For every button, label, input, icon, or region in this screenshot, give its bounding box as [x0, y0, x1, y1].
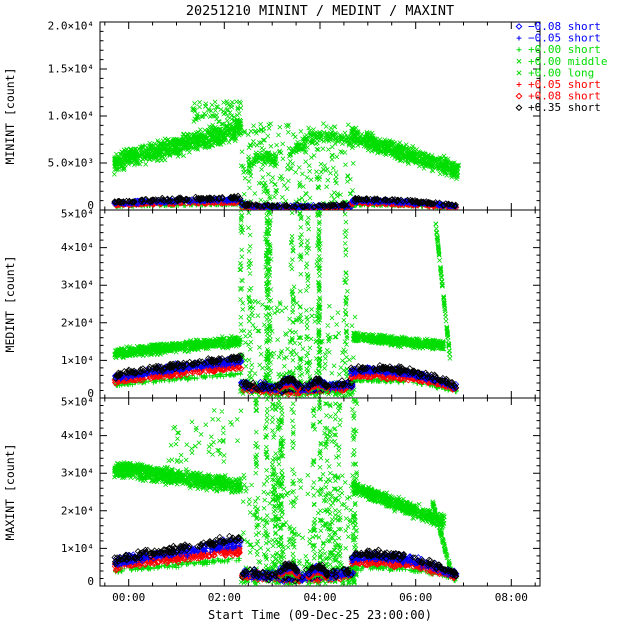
y-tick-label-medint: 2×10⁴ [61, 316, 94, 329]
points-p000l [112, 461, 153, 478]
points-p035s [351, 194, 459, 210]
panel-box-minint [99, 21, 541, 211]
points-p000l [112, 116, 244, 167]
x-tick-label: 04:00 [303, 591, 336, 604]
x-tick-label: 00:00 [112, 591, 145, 604]
legend-symbol-p000m [516, 58, 522, 64]
panel-points-maxint [111, 398, 460, 586]
legend: −0.08 short−0.05 short+0.00 short+0.00 m… [515, 20, 607, 114]
points-p008s [277, 565, 302, 579]
x-tick-label: 08:00 [495, 591, 528, 604]
y-tick-label-minint: 1.0×10⁴ [48, 110, 94, 123]
legend-label-m008s: −0.08 short [528, 20, 601, 33]
points-p000l [351, 330, 446, 348]
y-tick-label-minint: 2.0×10⁴ [48, 20, 94, 33]
y-tick-label-minint: 0 [87, 199, 94, 212]
points-p035s [111, 532, 245, 568]
points-p008s [348, 370, 459, 393]
points-p035s [348, 546, 460, 580]
points-p000l [246, 145, 280, 175]
x-axis-title: Start Time (09-Dec-25 23:00:00) [208, 608, 432, 622]
panel-ticks-minint [100, 21, 540, 211]
points-p035s [111, 192, 244, 206]
chart-title: 20251210 MININT / MEDINT / MAXINT [186, 3, 454, 19]
panel-points-minint [111, 99, 462, 210]
tick-labels: 0 5.0×10³ 1.0×10⁴ 1.5×10⁴ 2.0×10⁴ 0 1×10⁴ 2×10⁴… [48, 20, 528, 605]
y-tick-label-medint: 3×10⁴ [61, 279, 94, 292]
points-p035s [305, 375, 331, 392]
legend-label-p000l: +0.00 long [528, 66, 594, 79]
legend-symbol-m005s [516, 35, 522, 41]
points-p000l [239, 471, 359, 586]
points-p000l [286, 129, 354, 159]
legend-label-p008s: +0.08 short [528, 90, 601, 103]
points-p035s [276, 560, 301, 575]
points-p035s [238, 199, 353, 210]
points-p035s [305, 561, 331, 580]
panel-box-maxint [99, 397, 541, 587]
points-p000l [190, 99, 244, 125]
y-tick-label-maxint: 0 [87, 575, 94, 588]
panel-points-medint [111, 210, 460, 398]
points-p008s [112, 198, 244, 209]
y-tick-label-medint: 0 [87, 387, 94, 400]
y-tick-label-medint: 4×10⁴ [61, 241, 94, 254]
y-tick-label-maxint: 1×10⁴ [61, 542, 94, 555]
legend-symbol-m008s [515, 23, 523, 30]
legend-label-p000m: +0.00 middle [528, 55, 607, 68]
legend-symbol-p005s [516, 82, 522, 87]
legend-label-m005s: −0.05 short [528, 32, 601, 45]
points-p000l [114, 460, 244, 488]
points-p008s [111, 362, 245, 387]
points-p000l [112, 333, 242, 356]
y-tick-label-medint: 5×10⁴ [61, 208, 94, 221]
legend-label-p000s: +0.00 short [528, 43, 601, 56]
y-axis-title-maxint: MAXINT [count] [3, 444, 17, 541]
y-axis-title-medint: MEDINT [count] [3, 256, 17, 353]
y-tick-label-maxint: 3×10⁴ [61, 467, 94, 480]
y-tick-label-minint: 5.0×10³ [48, 157, 94, 170]
y-tick-label-minint: 1.5×10⁴ [48, 63, 94, 76]
legend-symbol-p000l [516, 70, 522, 76]
points-p000l [166, 408, 244, 464]
points-p000m [238, 121, 356, 210]
x-tick-label: 02:00 [208, 591, 241, 604]
legend-label-p005s: +0.05 short [528, 78, 601, 91]
panel-ticks-maxint [100, 397, 540, 587]
data-points [111, 99, 462, 586]
y-tick-label-maxint: 5×10⁴ [61, 396, 94, 409]
y-tick-label-medint: 1×10⁴ [61, 354, 94, 367]
points-p035s [276, 374, 302, 391]
y-tick-label-maxint: 4×10⁴ [61, 429, 94, 442]
points-p000l [433, 221, 453, 361]
y-tick-label-maxint: 2×10⁴ [61, 504, 94, 517]
points-p035s [347, 362, 460, 391]
legend-symbol-p035s [515, 104, 523, 112]
points-p035s [112, 352, 245, 382]
legend-label-p035s: +0.35 short [528, 101, 601, 114]
points-p000m [252, 398, 360, 583]
points-p000l [349, 125, 462, 173]
legend-symbol-p008s [515, 92, 523, 100]
y-axis-title-minint: MININT [count] [3, 68, 17, 165]
points-p000m [237, 210, 350, 395]
x-tick-label: 06:00 [399, 591, 432, 604]
legend-symbol-p000s [516, 47, 522, 53]
